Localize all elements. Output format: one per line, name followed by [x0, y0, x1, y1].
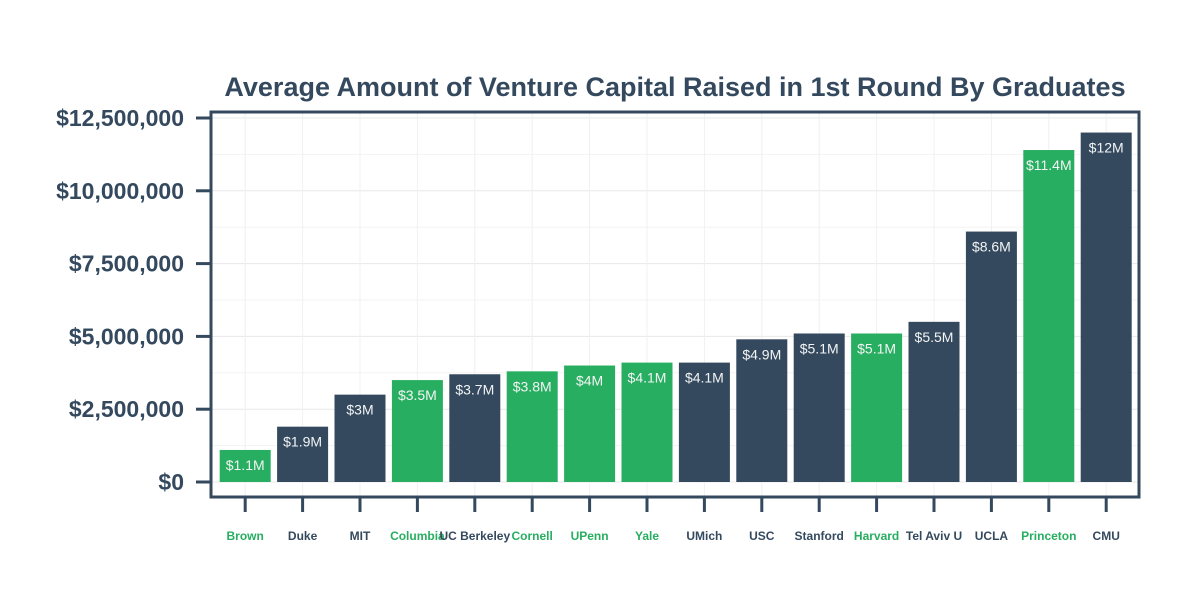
x-tick-label: Yale: [635, 529, 659, 543]
y-tick-label: $7,500,000: [69, 251, 184, 277]
x-tick-label: Princeton: [1021, 529, 1076, 543]
bar-value-label: $11.4M: [1026, 157, 1072, 173]
x-tick-label: MIT: [350, 529, 371, 543]
x-tick-label: UPenn: [571, 529, 609, 543]
bar-value-label: $1.9M: [283, 434, 322, 450]
bar-value-label: $1.1M: [226, 457, 265, 473]
y-tick-label: $2,500,000: [69, 396, 184, 422]
x-tick-label: Duke: [288, 529, 318, 543]
bar-princeton: [1023, 150, 1075, 483]
x-tick-label: Stanford: [795, 529, 844, 543]
bar-usc: [736, 339, 788, 482]
x-tick-label: Brown: [227, 529, 264, 543]
y-tick-label: $5,000,000: [69, 323, 184, 349]
x-tick-label: CMU: [1093, 529, 1120, 543]
y-tick-label: $10,000,000: [56, 178, 184, 204]
bar-ucla: [965, 231, 1017, 482]
bar-duke: [277, 426, 329, 482]
x-tick-label: UC Berkeley: [439, 529, 510, 543]
bar-value-label: $3M: [346, 402, 373, 418]
bar-mit: [334, 394, 386, 482]
bar-value-label: $3.7M: [455, 381, 494, 397]
x-tick-label: USC: [749, 529, 775, 543]
bar-harvard: [851, 333, 903, 482]
x-tick-label: Tel Aviv U: [906, 529, 962, 543]
bar-value-label: $3.8M: [513, 378, 552, 394]
chart-title: Average Amount of Venture Capital Raised…: [224, 72, 1125, 102]
bar-value-label: $5.1M: [857, 340, 896, 356]
bar-value-label: $4.1M: [685, 370, 724, 386]
bar-value-label: $8.6M: [972, 239, 1011, 255]
bar-value-label: $4.9M: [742, 346, 781, 362]
bar-value-label: $3.5M: [398, 387, 437, 403]
x-tick-label: UMich: [686, 529, 722, 543]
x-tick-label: Cornell: [512, 529, 553, 543]
y-tick-label: $12,500,000: [56, 105, 184, 131]
bar-value-label: $5.1M: [800, 340, 839, 356]
bar-uc-berkeley: [449, 374, 501, 482]
bars: [219, 132, 1132, 483]
x-tick-label: UCLA: [975, 529, 1009, 543]
bar-cmu: [1080, 132, 1132, 482]
bar-tel-aviv-u: [908, 321, 960, 482]
bar-value-label: $4M: [576, 373, 603, 389]
bar-value-label: $12M: [1089, 140, 1124, 156]
bar-columbia: [391, 380, 443, 482]
plot-frame: [209, 110, 1141, 499]
bar-value-label: $4.1M: [628, 370, 667, 386]
y-tick-label: $0: [158, 469, 184, 495]
bar-value-label: $5.5M: [915, 329, 954, 345]
x-tick-label: Harvard: [854, 529, 899, 543]
value-labels: $1.1M $1.9M $3M $3.5M $3.7M $3.8M $4M $4.1M $4.1…: [226, 140, 1124, 473]
bar-brown: [219, 449, 271, 482]
bar-upenn: [564, 365, 616, 482]
bar-yale: [621, 362, 673, 482]
bar-stanford: [793, 333, 845, 482]
x-tick-label: Columbia: [390, 529, 445, 543]
bar-umich: [678, 362, 730, 482]
bar-cornell: [506, 371, 558, 482]
y-axis: $0 $2,500,000 $5,000,000 $7,500,000 $10,000,…: [56, 105, 211, 495]
